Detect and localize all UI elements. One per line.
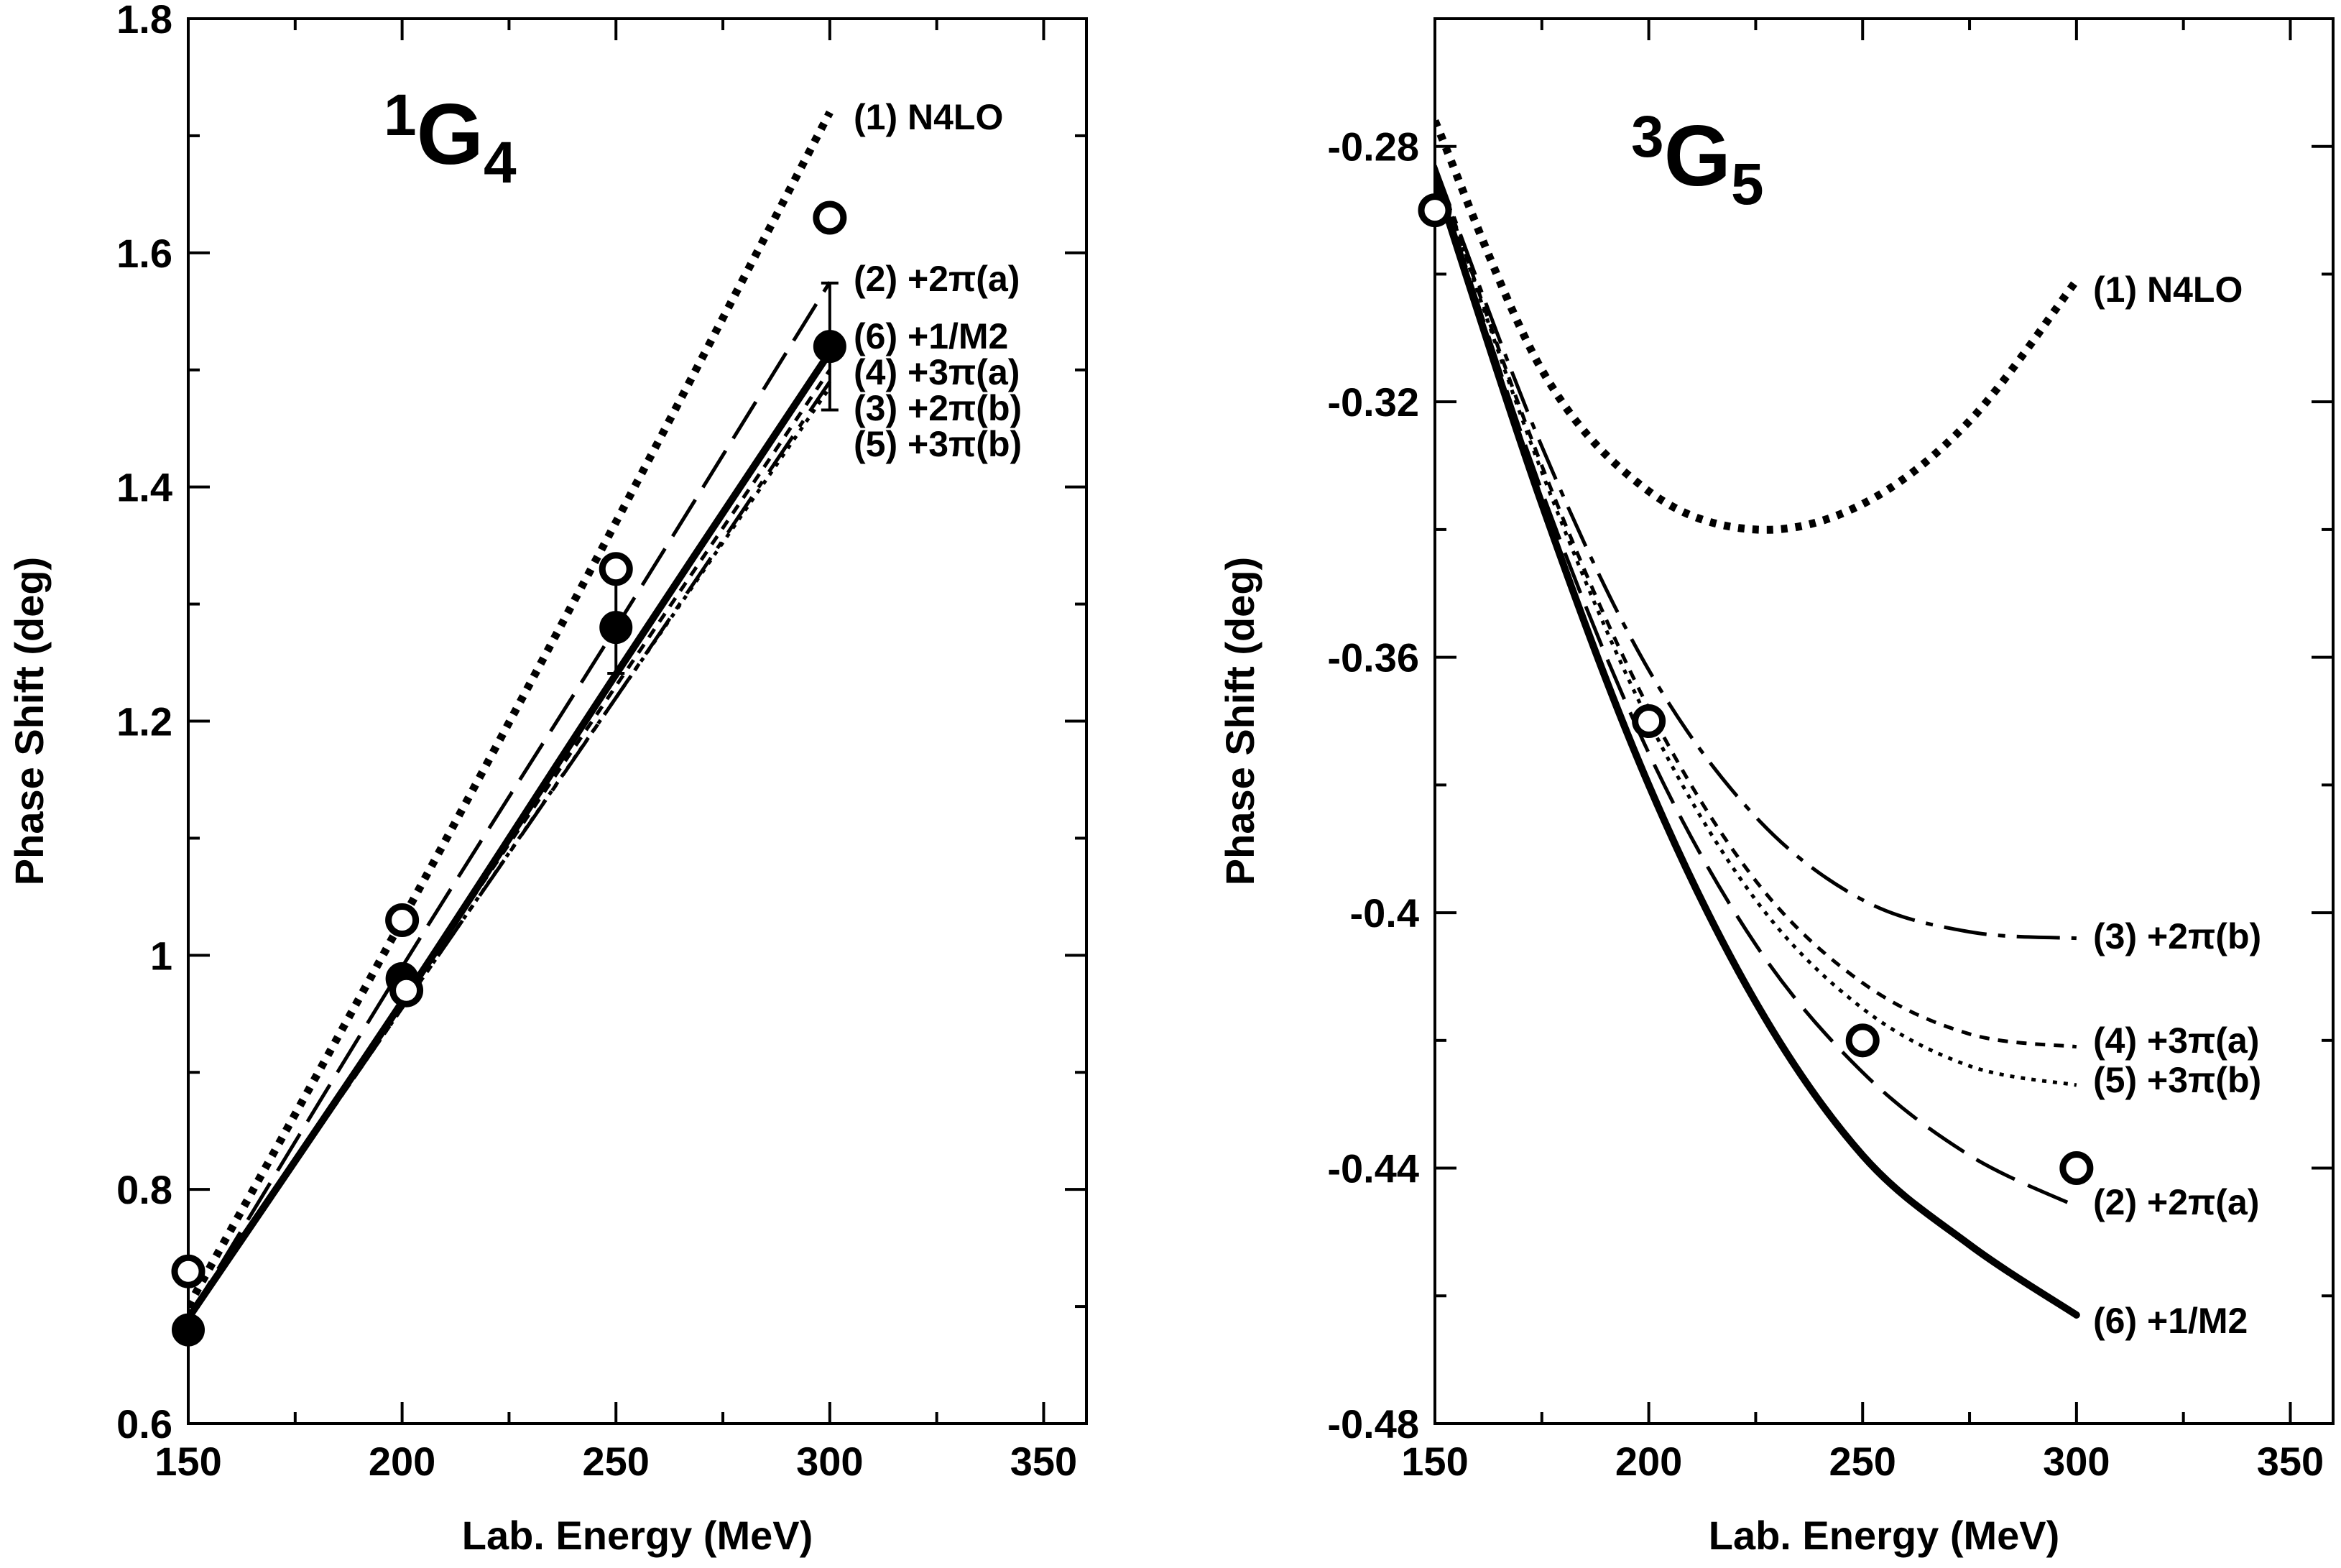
x-tick-label: 250	[1829, 1439, 1896, 1484]
plot-frame	[1433, 17, 2335, 1425]
y-tick-label: -0.4	[1350, 890, 1420, 936]
x-tick-label: 200	[1615, 1439, 1682, 1484]
data-point-filled	[172, 1313, 205, 1347]
wave-spin-multiplicity: 1	[384, 83, 417, 148]
series-line-5	[1435, 171, 2077, 1209]
y-tick-label: -0.28	[1327, 124, 1419, 170]
y-tick-label: 1.2	[116, 699, 172, 744]
series-line-4	[188, 369, 831, 1319]
panel-3G5: 150 200 250 300 350 -0.48 -0.44 -0.4 -0.36 -0.32 -…	[1217, 17, 2335, 1558]
data-point-open	[1845, 1023, 1880, 1058]
series-label: (1) N4LO	[2093, 269, 2243, 310]
data-point-open	[389, 973, 424, 1007]
y-tick-label: -0.44	[1327, 1146, 1419, 1191]
series-line-2	[1435, 165, 2077, 941]
x-tick-label: 350	[2257, 1439, 2324, 1484]
series-line-5	[188, 380, 831, 1319]
y-tick-label: 0.8	[116, 1167, 172, 1212]
data-point-open	[1632, 704, 1666, 738]
series-label: (5) +3π(b)	[2093, 1060, 2261, 1100]
x-tick-label: 150	[154, 1439, 221, 1484]
data-point-open	[813, 200, 847, 235]
x-tick-label: 350	[1010, 1439, 1077, 1484]
series-line-6	[1435, 175, 2080, 1319]
series-line-3	[1435, 165, 2077, 1049]
partial-wave-label: 3G5	[1631, 104, 1764, 217]
series-label: (2) +2π(a)	[854, 259, 1020, 299]
x-tick-label: 300	[2043, 1439, 2110, 1484]
series-line-1	[188, 110, 834, 1309]
y-tick-label: -0.36	[1327, 635, 1419, 681]
data-point-open	[1418, 193, 1452, 228]
y-axis-title: Phase Shift (deg)	[1217, 557, 1262, 885]
series-label: (2) +2π(a)	[2093, 1182, 2259, 1222]
x-tick-label: 200	[369, 1439, 435, 1484]
series-label: (3) +2π(b)	[854, 388, 1022, 428]
data-point-filled	[599, 611, 633, 645]
plot-area	[188, 110, 834, 1322]
plot-area	[1435, 119, 2080, 1319]
x-tick-label: 150	[1401, 1439, 1468, 1484]
y-tick-label: 1.8	[116, 0, 172, 42]
y-tick-label: 0.6	[116, 1401, 172, 1447]
x-axis-title: Lab. Energy (MeV)	[1709, 1513, 2060, 1558]
y-tick-label: 1	[150, 933, 172, 978]
wave-total-j: 5	[1731, 152, 1764, 217]
x-tick-label: 250	[583, 1439, 650, 1484]
wave-total-j: 4	[484, 130, 517, 195]
y-tick-label: -0.32	[1327, 379, 1419, 425]
series-line-6	[188, 386, 831, 1319]
panel-1G4: 150 200 250 300 350 0.6 0.8 1 1.2 1.4 1.6 1.8 Lab. E…	[6, 0, 1088, 1558]
y-tick-label: 1.6	[116, 231, 172, 276]
series-label: (1) N4LO	[854, 97, 1003, 137]
series-line-2	[188, 281, 831, 1319]
series-label: (6) +1/M2	[2093, 1301, 2248, 1341]
data-point-filled	[813, 330, 846, 364]
data-point-open	[385, 903, 420, 937]
y-axis-title: Phase Shift (deg)	[6, 557, 52, 885]
data-point-open	[171, 1254, 206, 1288]
series-label: (4) +3π(a)	[854, 352, 1020, 392]
y-tick-label: -0.48	[1327, 1401, 1419, 1447]
series-line-1	[1435, 119, 2080, 534]
data-point-open	[2059, 1151, 2094, 1186]
plot-frame	[187, 17, 1088, 1425]
series-label: (4) +3π(a)	[2093, 1020, 2259, 1061]
wave-orbital: G	[1664, 108, 1731, 204]
series-label: (5) +3π(b)	[854, 424, 1022, 464]
series-label: (3) +2π(b)	[2093, 916, 2261, 956]
wave-spin-multiplicity: 3	[1631, 104, 1664, 170]
data-point-open	[599, 552, 633, 586]
partial-wave-label: 1G4	[384, 83, 517, 195]
x-tick-label: 300	[796, 1439, 863, 1484]
series-label: (6) +1/M2	[854, 316, 1008, 356]
x-axis-title: Lab. Energy (MeV)	[462, 1513, 813, 1558]
wave-orbital: G	[417, 86, 484, 183]
y-tick-label: 1.4	[116, 465, 172, 510]
